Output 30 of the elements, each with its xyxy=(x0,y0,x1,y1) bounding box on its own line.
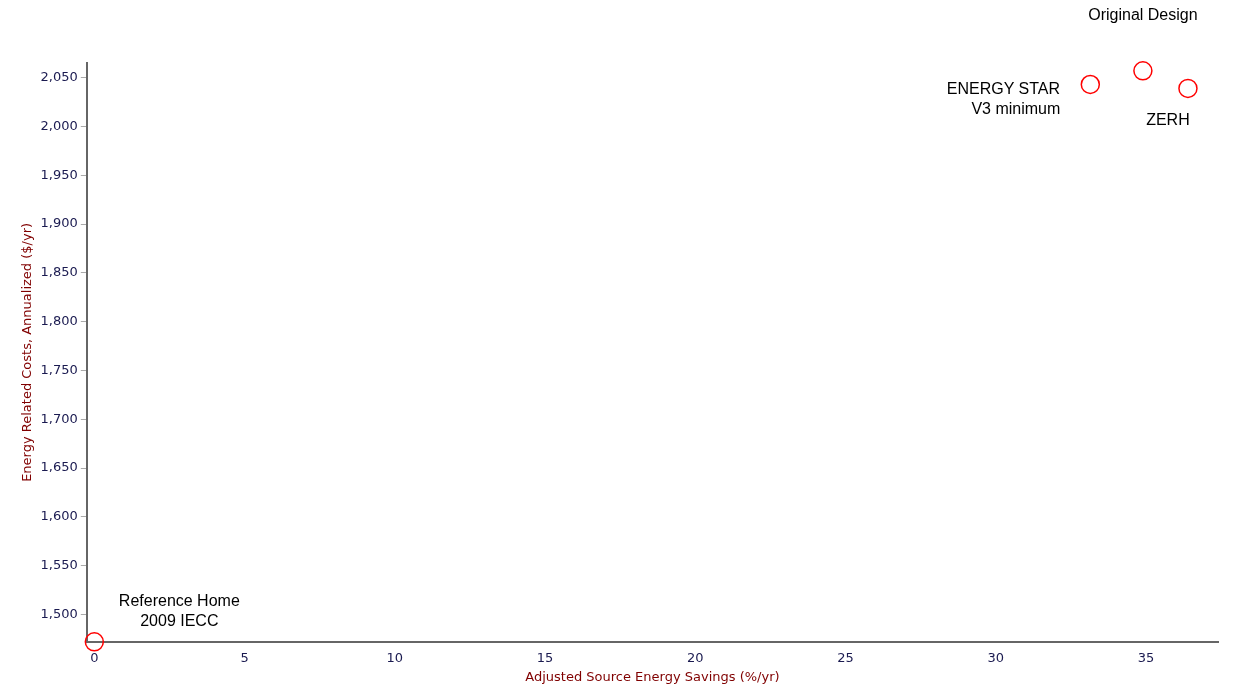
y-tick-label: 1,900 xyxy=(40,215,78,231)
x-tick-label: 15 xyxy=(536,649,554,665)
x-axis-title: Adjusted Source Energy Savings (%/yr) xyxy=(525,668,780,684)
y-tick-label: 2,050 xyxy=(40,69,78,85)
y-tick-label: 1,550 xyxy=(40,557,78,573)
point xyxy=(1178,78,1198,99)
annotation: Original Design xyxy=(1088,6,1198,24)
x-tick-label: 10 xyxy=(386,649,404,665)
annotation: ENERGY STAR V3 minimum xyxy=(946,79,1061,117)
point xyxy=(84,632,105,652)
annotation: Reference Home 2009 IECC xyxy=(118,592,240,630)
y-axis-title: Energy Related Costs, Annualized ($/yr) xyxy=(19,222,35,482)
y-tick-label: 1,850 xyxy=(40,264,78,280)
y-tick-label: 1,600 xyxy=(40,508,78,524)
y-tick-label: 2,000 xyxy=(40,117,78,133)
x-tick-label: 25 xyxy=(837,649,854,665)
x-tick-label: 35 xyxy=(1137,649,1155,665)
y-tick-label: 1,750 xyxy=(40,361,78,377)
annotation: ZERH xyxy=(1146,110,1190,128)
y-tick-label: 1,950 xyxy=(40,166,78,182)
point xyxy=(1133,61,1153,81)
point xyxy=(1080,74,1101,95)
x-tick-label: 30 xyxy=(987,649,1004,665)
y-tick-label: 1,700 xyxy=(40,410,78,426)
x-tick-label: 20 xyxy=(686,649,704,665)
x-tick-label: 0 xyxy=(90,649,99,665)
y-tick-label: 1,500 xyxy=(40,605,78,621)
x-tick-label: 5 xyxy=(240,649,249,665)
y-tick-label: 1,650 xyxy=(40,459,78,475)
y-tick-label: 1,800 xyxy=(40,313,78,329)
